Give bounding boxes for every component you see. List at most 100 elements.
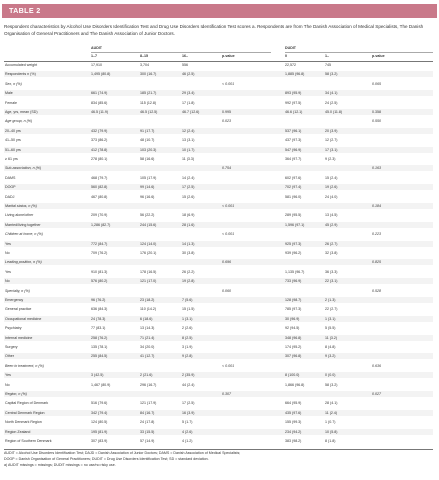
cell-dudit-2: 22 (3.1) [325,279,338,284]
cell-audit-pvalue: < 0.001 [222,81,235,86]
cell-dudit-2: 24 (4.0) [325,194,338,199]
cell-dudit-1: 307 (96.8) [285,354,302,359]
cell-dudit-1: 537 (96.1) [285,128,302,133]
cell-audit-2: 296 (16.7) [140,382,157,387]
table-row: Accumulated weight 17,910 3,704 556 22,572 74… [4,62,433,68]
group-rule-audit [91,52,271,53]
cell-dudit-1: 46.6 (12.1) [285,110,303,114]
table-row: No 1,467 (80.9) 296 (16.7) 44 (2.4) 1,866 (9… [4,382,433,388]
row-label: Accumulated weight [5,63,38,67]
cell-dudit-1: 364 (97.7) [285,157,302,161]
cell-dudit-1: 581 (96.0) [285,194,302,199]
row-label: North Denmark Region [5,420,42,425]
cell-audit-3: 17 (1.8) [182,100,195,105]
cell-audit-1: 342 (79.4) [91,410,108,415]
cell-audit-2: 185 (21.7) [140,91,157,96]
cell-audit-2: 300 (16.7) [140,72,157,77]
cell-dudit-1: 1,596 (97.1) [285,222,305,227]
row-label: Capital Region of Denmark [5,401,49,406]
cell-dudit-2: 26 (2.7) [325,241,338,246]
cell-dudit-1: 128 (98.7) [285,298,302,302]
cell-dudit-2: 58 (3.2) [325,382,338,387]
footnote-a: a) AUDIT missings = missings; DUDIT miss… [4,463,116,467]
table-row: Yes 3 (42.5) 2 (21.6) 2 (35.9) 8 (100.0) 0 (0… [4,372,433,379]
table-section-row: Marital status, n (%) < 0.001 0.184 [4,203,433,209]
cell-audit-2: 34 (20.0) [140,345,155,349]
cell-audit-3: 1 (3.1) [182,316,193,321]
table-row: 20–40 yrs 432 (79.9) 91 (17.7) 12 (2.4) 537 … [4,127,433,134]
table-section-row: Region, n (%) 0.307 0.027 [4,391,433,397]
cell-audit-2: 24 (17.8) [140,420,155,425]
cell-audit-1: 77 (83.1) [91,326,106,331]
table-section-row: Sub-association, n (%) 0.754 0.163 [4,165,433,172]
cell-dudit-2: 45.0 (11.8) [325,110,343,114]
cell-audit-1: 412 (78.8) [91,147,108,152]
table-row: No 576 (80.2) 121 (17.0) 19 (2.8) 733 (96.9)… [4,278,433,285]
cell-audit-2: 121 (17.9) [140,401,157,406]
cell-audit-2: 6 (18.6) [140,316,153,321]
cell-audit-3: 5 (1.7) [182,420,193,425]
cell-audit-pvalue: 0.060 [222,288,231,293]
cell-dudit-2: 13 (4.5) [325,213,338,218]
table-row: Married/living together 1,286 (82.7) 244 (… [4,221,433,228]
bottom-rule [4,449,433,450]
cell-audit-3: 29 (3.4) [182,91,195,96]
table-row: Respondents n (%) 1,495 (80.8) 300 (16.7) 4… [4,71,433,78]
cell-dudit-1: 939 (96.2) [285,251,302,255]
table-row: DADJ 467 (80.8) 96 (16.6) 15 (2.6) 581 (96.0… [4,194,433,200]
cell-audit-2: 71 (21.4) [140,335,155,340]
footnote-abbrev-2: DOGP = Danish Organisation of General Pr… [4,457,209,461]
row-label: DADJ [5,194,15,199]
cell-audit-2: 56 (22.2) [140,213,155,218]
cell-audit-3: 44 (2.4) [182,382,195,387]
cell-dudit-2: 45 (2.9) [325,222,338,227]
cell-audit-1: 432 (79.9) [91,128,108,133]
cell-audit-2: 178 (16.5) [140,269,157,274]
cell-audit-3: 15 (1.5) [182,307,195,312]
table-section-row: Specialty, n (%) 0.060 0.528 [4,288,433,294]
cell-audit-pvalue: 0.307 [222,392,231,396]
cell-dudit-1: 174 (95.2) [285,345,302,349]
cell-dudit-pvalue: 0.528 [372,288,381,293]
cell-audit-3: 3 (1.9) [182,345,193,349]
cell-audit-1: 516 (79.6) [91,401,108,406]
cell-audit-3: 4 (2.6) [182,429,193,434]
cell-dudit-1: 664 (95.9) [285,401,302,406]
cell-audit-2: 84 (16.7) [140,410,155,415]
cell-audit-2: 105 (17.9) [140,175,157,180]
cell-audit-3: 2 (2.6) [182,326,193,331]
cell-audit-3: 9 (2.8) [182,354,193,359]
cell-audit-3: 46 (2.5) [182,72,195,77]
row-label: Psychiatry [5,326,22,331]
cell-dudit-1: 785 (97.3) [285,307,302,312]
cell-audit-3: 14 (1.3) [182,241,195,246]
row-label: Sex, n (%) [5,81,22,86]
row-label: Yes [5,241,11,246]
table-row: Age, yrs, mean (SD) 46.5 (11.9) 46.5 (12.5… [4,109,433,115]
cell-audit-2: 13 (14.3) [140,326,155,331]
table-row: Psychiatry 77 (83.1) 13 (14.3) 2 (2.6) 92 (9… [4,325,433,331]
cell-dudit-1: 348 (96.8) [285,335,302,340]
cell-audit-3: 30 (3.8) [182,251,195,255]
cell-dudit-2: 8 (1.8) [325,439,336,443]
cell-audit-3: 13 (3.1) [182,138,195,143]
row-label: Marital status, n (%) [5,204,37,208]
cell-audit-3: 11 (3.3) [182,157,195,161]
cell-dudit-1: 602 (97.6) [285,175,302,180]
cell-dudit-2: 32 (3.8) [325,251,338,255]
table-section-row: Children at home, n (%) < 0.001 0.223 [4,231,433,237]
cell-dudit-2: 8 (4.8) [325,345,336,349]
table-row: 51–60 yrs 412 (78.8) 103 (20.3) 10 (1.7) 547… [4,146,433,153]
table-section-row: Sex, n (%) < 0.001 0.065 [4,81,433,87]
column-header-dudit-pvalue: p-value [372,54,385,58]
cell-audit-3: 46.7 (12.6) [182,110,200,114]
cell-audit-pvalue: < 0.001 [222,204,235,208]
cell-dudit-pvalue: 0.027 [372,392,381,396]
cell-audit-3: 18 (6.9) [182,213,195,218]
cell-audit-1: 3 (42.5) [91,373,104,378]
cell-dudit-1: 155 (99.3) [285,420,302,425]
cell-audit-3: 19 (2.8) [182,279,195,284]
table-row: ≥ 61 yrs 278 (80.1) 58 (16.6) 11 (3.3) 364 (… [4,156,433,162]
footnote-abbrev-1: AUDIT = Alcohol Use Disorders Identifica… [4,451,241,455]
cell-dudit-pvalue: 0.065 [372,81,381,86]
